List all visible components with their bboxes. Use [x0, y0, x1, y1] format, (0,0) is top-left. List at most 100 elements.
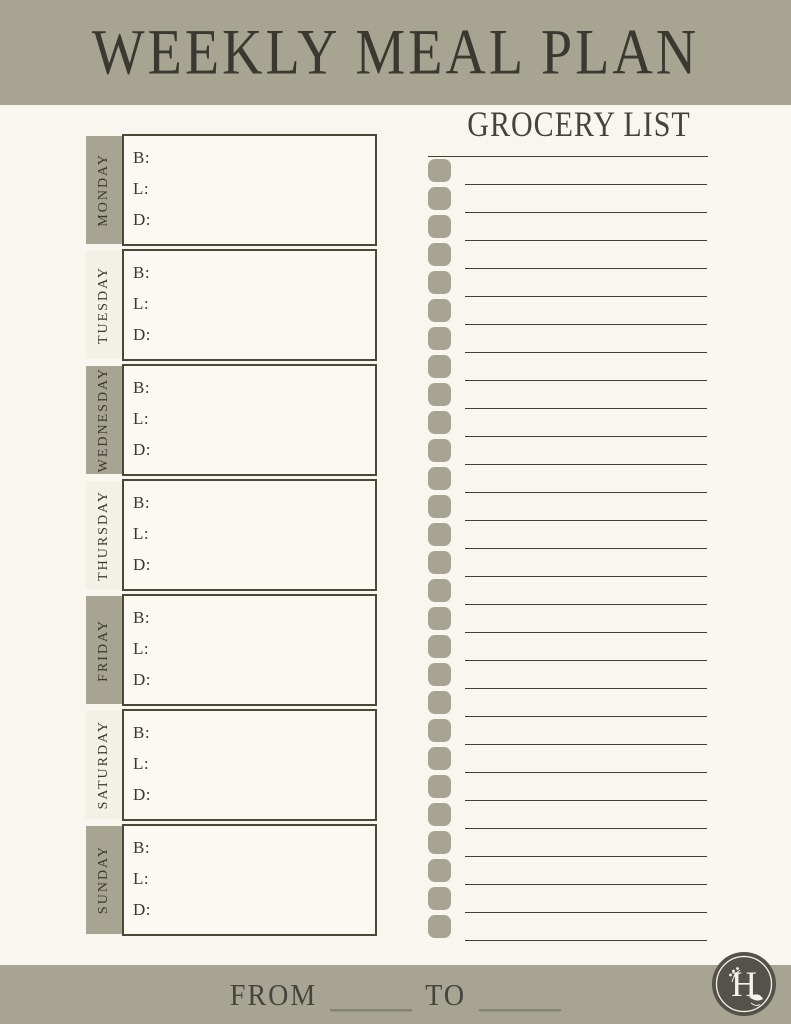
grocery-line-input[interactable] [465, 717, 707, 745]
grocery-line-input[interactable] [465, 353, 707, 381]
grocery-line-input[interactable] [465, 577, 707, 605]
grocery-checkbox[interactable] [428, 411, 451, 434]
grocery-line-input[interactable] [465, 241, 707, 269]
grocery-checkbox[interactable] [428, 607, 451, 630]
grocery-checkbox[interactable] [428, 467, 451, 490]
day-tab: FRIDAY [86, 596, 122, 704]
grocery-checkbox[interactable] [428, 887, 451, 910]
to-date-blank[interactable] [479, 985, 562, 1011]
meal-label: D: [133, 555, 151, 574]
meal-field-lunch[interactable]: L: [133, 409, 365, 429]
grocery-row [428, 353, 708, 381]
meal-field-breakfast[interactable]: B: [133, 838, 365, 858]
grocery-checkbox[interactable] [428, 383, 451, 406]
grocery-checkbox[interactable] [428, 915, 451, 938]
brand-logo: H [711, 951, 777, 1017]
grocery-checkbox[interactable] [428, 663, 451, 686]
meal-label: L: [133, 869, 150, 888]
grocery-checkbox[interactable] [428, 551, 451, 574]
meal-entry-box: B: L: D: [122, 709, 377, 821]
meal-field-breakfast[interactable]: B: [133, 493, 365, 513]
meal-field-dinner[interactable]: D: [133, 325, 365, 345]
grocery-line-input[interactable] [465, 381, 707, 409]
meal-field-lunch[interactable]: L: [133, 179, 365, 199]
grocery-checkbox[interactable] [428, 803, 451, 826]
grocery-line-input[interactable] [465, 549, 707, 577]
meal-field-dinner[interactable]: D: [133, 900, 365, 920]
meal-field-lunch[interactable]: L: [133, 639, 365, 659]
meal-field-breakfast[interactable]: B: [133, 378, 365, 398]
meal-field-breakfast[interactable]: B: [133, 263, 365, 283]
meal-field-dinner[interactable]: D: [133, 210, 365, 230]
day-tab-label: THURSDAY [96, 489, 111, 581]
grocery-checkbox[interactable] [428, 691, 451, 714]
meal-field-lunch[interactable]: L: [133, 524, 365, 544]
grocery-line-input[interactable] [465, 773, 707, 801]
meal-field-dinner[interactable]: D: [133, 670, 365, 690]
grocery-line-input[interactable] [465, 465, 707, 493]
meal-entry-box: B: L: D: [122, 364, 377, 476]
grocery-line-input[interactable] [465, 605, 707, 633]
grocery-row [428, 885, 708, 913]
grocery-row [428, 437, 708, 465]
meal-field-breakfast[interactable]: B: [133, 723, 365, 743]
grocery-line-input[interactable] [465, 661, 707, 689]
grocery-row [428, 577, 708, 605]
grocery-line-input[interactable] [465, 829, 707, 857]
grocery-line-input[interactable] [465, 185, 707, 213]
grocery-checkbox[interactable] [428, 159, 451, 182]
grocery-line-input[interactable] [465, 437, 707, 465]
grocery-line-input[interactable] [465, 801, 707, 829]
grocery-line-input[interactable] [465, 269, 707, 297]
meal-field-breakfast[interactable]: B: [133, 148, 365, 168]
meal-label: B: [133, 378, 151, 397]
grocery-line-input[interactable] [465, 885, 707, 913]
grocery-checkbox[interactable] [428, 355, 451, 378]
grocery-line-input[interactable] [465, 493, 707, 521]
grocery-line-input[interactable] [465, 157, 707, 185]
grocery-checkbox[interactable] [428, 719, 451, 742]
grocery-checkbox[interactable] [428, 495, 451, 518]
grocery-checkbox[interactable] [428, 439, 451, 462]
meal-field-lunch[interactable]: L: [133, 869, 365, 889]
grocery-checkbox[interactable] [428, 579, 451, 602]
grocery-row [428, 325, 708, 353]
grocery-line-input[interactable] [465, 409, 707, 437]
grocery-line-input[interactable] [465, 745, 707, 773]
meal-field-lunch[interactable]: L: [133, 294, 365, 314]
grocery-line-input[interactable] [465, 633, 707, 661]
meal-label: L: [133, 639, 150, 658]
grocery-line-input[interactable] [465, 325, 707, 353]
day-row: SATURDAY B: L: D: [86, 709, 377, 821]
day-row: SUNDAY B: L: D: [86, 824, 377, 936]
meal-field-dinner[interactable]: D: [133, 440, 365, 460]
grocery-checkbox[interactable] [428, 271, 451, 294]
meal-field-dinner[interactable]: D: [133, 555, 365, 575]
grocery-line-input[interactable] [465, 297, 707, 325]
grocery-line-input[interactable] [465, 521, 707, 549]
grocery-checkbox[interactable] [428, 523, 451, 546]
grocery-row [428, 689, 708, 717]
meal-field-lunch[interactable]: L: [133, 754, 365, 774]
grocery-checkbox[interactable] [428, 747, 451, 770]
grocery-checkbox[interactable] [428, 299, 451, 322]
grocery-checkbox[interactable] [428, 187, 451, 210]
grocery-checkbox[interactable] [428, 327, 451, 350]
grocery-checkbox[interactable] [428, 215, 451, 238]
grocery-checkbox[interactable] [428, 775, 451, 798]
grocery-checkbox[interactable] [428, 635, 451, 658]
meal-entry-box: B: L: D: [122, 134, 377, 246]
grocery-line-input[interactable] [465, 913, 707, 941]
grocery-line-input[interactable] [465, 689, 707, 717]
meal-field-dinner[interactable]: D: [133, 785, 365, 805]
meal-field-breakfast[interactable]: B: [133, 608, 365, 628]
day-tab: TUESDAY [86, 251, 122, 359]
grocery-checkbox[interactable] [428, 243, 451, 266]
grocery-checkbox[interactable] [428, 859, 451, 882]
header-banner: WEEKLY MEAL PLAN [0, 0, 791, 105]
grocery-checkbox[interactable] [428, 831, 451, 854]
from-date-blank[interactable] [330, 985, 413, 1011]
grocery-line-input[interactable] [465, 213, 707, 241]
grocery-line-input[interactable] [465, 857, 707, 885]
